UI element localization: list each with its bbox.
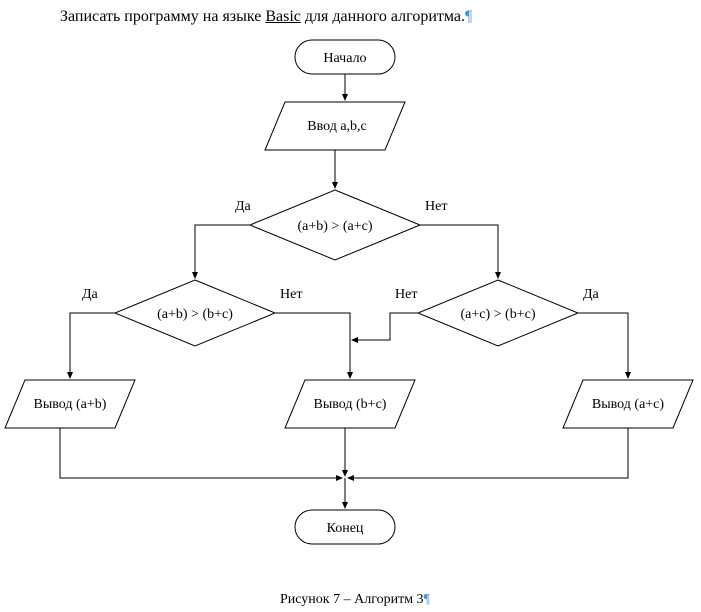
node-input: Ввод a,b,c xyxy=(265,102,405,150)
node-cond1: (a+b) > (a+c) xyxy=(250,190,420,260)
cond1-no-label: Нет xyxy=(425,199,447,214)
edge-cond3-out2 xyxy=(352,313,418,340)
out1-label: Вывод (a+b) xyxy=(34,397,107,412)
input-label: Ввод a,b,c xyxy=(307,119,367,134)
title-basic: Basic xyxy=(265,8,301,25)
cond1-label: (a+b) > (a+c) xyxy=(298,219,373,234)
out2-label: Вывод (b+c) xyxy=(314,397,387,412)
node-out3: Вывод (a+c) xyxy=(563,380,693,428)
node-cond3: (a+c) > (b+c) xyxy=(418,280,578,346)
edge-cond3-out3 xyxy=(578,313,628,378)
cond3-label: (a+c) > (b+c) xyxy=(461,307,536,322)
edge-out3-merge xyxy=(348,428,628,478)
edge-cond1-cond3 xyxy=(420,225,498,278)
edge-cond2-out2 xyxy=(275,313,350,378)
edge-cond2-out1 xyxy=(70,313,115,378)
start-label: Начало xyxy=(323,51,366,66)
caption-text: Рисунок 7 – Алгоритм 3 xyxy=(280,592,424,607)
cond3-no-label: Нет xyxy=(395,287,417,302)
node-out2: Вывод (b+c) xyxy=(285,380,415,428)
edge-cond1-cond2 xyxy=(195,225,250,278)
node-cond2: (a+b) > (b+c) xyxy=(115,280,275,346)
flowchart-canvas: Начало Ввод a,b,c (a+b) > (a+c) Да Нет (… xyxy=(0,30,701,590)
cond2-label: (a+b) > (b+c) xyxy=(157,307,233,322)
cond2-yes-label: Да xyxy=(82,287,99,302)
cond3-yes-label: Да xyxy=(583,287,600,302)
node-start: Начало xyxy=(295,40,395,74)
edge-out1-merge xyxy=(60,428,342,478)
node-out1: Вывод (a+b) xyxy=(5,380,135,428)
caption-pilcrow-icon: ¶ xyxy=(424,592,430,607)
out3-label: Вывод (a+c) xyxy=(592,397,664,412)
cond2-no-label: Нет xyxy=(280,287,302,302)
title-suffix: для данного алгоритма. xyxy=(301,8,465,25)
pilcrow-icon: ¶ xyxy=(465,8,472,25)
figure-caption: Рисунок 7 – Алгоритм 3¶ xyxy=(280,592,430,608)
cond1-yes-label: Да xyxy=(235,199,252,214)
title-prefix: Записать программу на языке xyxy=(60,8,265,25)
page-title: Записать программу на языке Basic для да… xyxy=(60,8,472,26)
node-end: Конец xyxy=(295,510,395,544)
end-label: Конец xyxy=(327,521,364,536)
